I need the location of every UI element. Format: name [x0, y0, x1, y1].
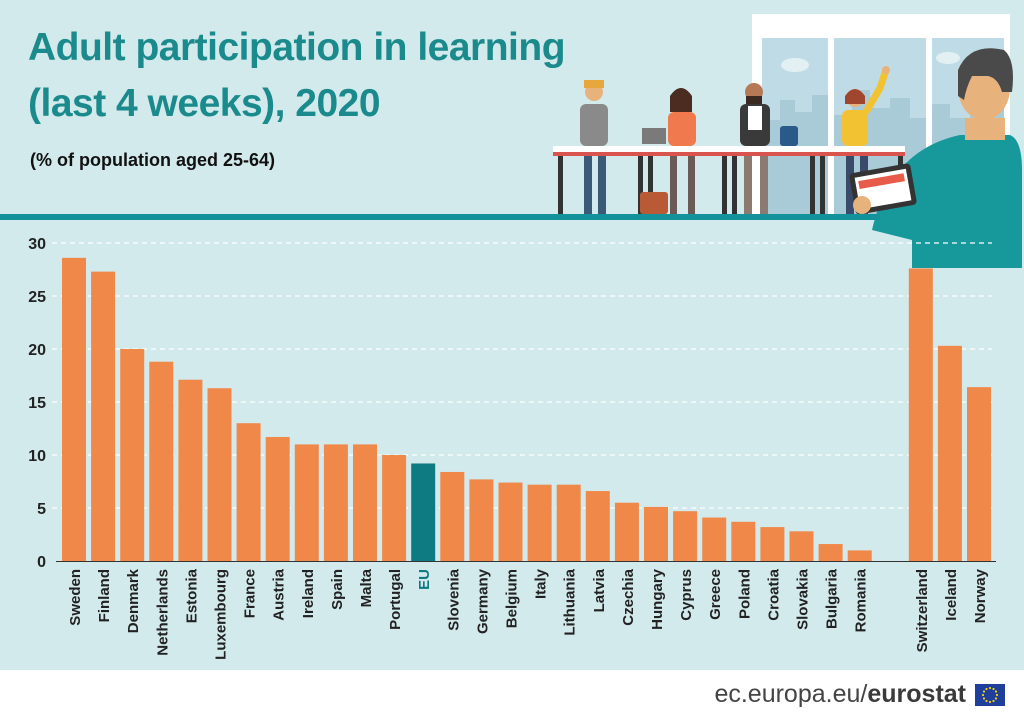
y-axis-ticks: 0 5 10 15 20 25 30 — [28, 236, 46, 571]
x-tick-label-denmark: Denmark — [125, 568, 142, 633]
x-tick-label-poland: Poland — [736, 569, 753, 619]
bar-italy — [527, 484, 552, 561]
bar-luxembourg — [207, 388, 232, 561]
x-tick-label-czechia: Czechia — [620, 568, 637, 625]
bar-croatia — [760, 527, 785, 561]
eu-flag-icon — [975, 684, 1005, 706]
footer-source[interactable]: ec.europa.eu/eurostat — [714, 680, 966, 709]
x-tick-label-slovakia: Slovakia — [795, 568, 812, 630]
x-tick-label-france: France — [242, 569, 259, 618]
bar-spain — [323, 444, 348, 561]
x-tick-label-slovenia: Slovenia — [445, 568, 462, 630]
bar-slovenia — [440, 471, 465, 561]
bar-iceland — [937, 345, 962, 561]
x-tick-label-portugal: Portugal — [387, 569, 404, 630]
x-tick-label-malta: Malta — [358, 568, 375, 607]
x-tick-label-bulgaria: Bulgaria — [824, 568, 841, 629]
footer-brand: eurostat — [867, 680, 966, 708]
title-divider — [0, 214, 880, 220]
x-tick-label-iceland: Iceland — [943, 569, 960, 621]
bar-sweden — [62, 257, 86, 561]
bars — [62, 257, 992, 561]
bar-latvia — [585, 491, 610, 561]
x-tick-label-croatia: Croatia — [765, 568, 782, 620]
bar-slovakia — [789, 531, 814, 561]
x-tick-label-italy: Italy — [533, 568, 550, 599]
y-tick-label: 0 — [37, 554, 46, 571]
classroom-illustration — [553, 14, 1022, 268]
chart-title-line1: Adult participation in learning — [28, 26, 566, 69]
bar-netherlands — [149, 361, 174, 561]
x-tick-label-cyprus: Cyprus — [678, 569, 695, 621]
x-tick-label-spain: Spain — [329, 569, 346, 610]
x-tick-label-belgium: Belgium — [504, 569, 521, 628]
bar-estonia — [178, 379, 203, 561]
y-tick-label: 20 — [28, 342, 46, 359]
y-tick-label: 30 — [28, 236, 46, 253]
x-tick-label-greece: Greece — [707, 569, 724, 620]
chart-title-line2: (last 4 weeks), 2020 — [28, 82, 381, 125]
footer-domain: ec.europa.eu/ — [714, 680, 868, 708]
x-tick-label-finland: Finland — [96, 569, 113, 622]
x-tick-label-eu: EU — [416, 569, 433, 590]
bar-malta — [353, 444, 377, 561]
x-tick-label-norway: Norway — [972, 568, 989, 623]
bar-portugal — [382, 455, 407, 561]
bar-romania — [847, 550, 872, 561]
x-tick-label-switzerland: Switzerland — [914, 569, 931, 652]
y-tick-label: 15 — [28, 395, 46, 412]
bar-hungary — [644, 506, 668, 561]
bar-germany — [469, 479, 494, 561]
x-tick-label-estonia: Estonia — [183, 568, 200, 623]
bar-norway — [967, 387, 992, 561]
bar-poland — [731, 521, 756, 561]
bar-ireland — [294, 444, 319, 561]
footer — [0, 670, 1024, 720]
chart-subtitle: (% of population aged 25-64) — [30, 150, 276, 170]
bar-eu — [411, 463, 436, 561]
bar-lithuania — [556, 484, 581, 561]
y-tick-label: 25 — [28, 289, 46, 306]
bar-greece — [702, 517, 727, 561]
x-tick-label-lithuania: Lithuania — [562, 568, 579, 635]
x-tick-label-austria: Austria — [271, 568, 288, 620]
bar-denmark — [120, 349, 145, 561]
x-tick-label-germany: Germany — [474, 568, 491, 634]
bar-czechia — [614, 502, 639, 561]
x-tick-label-sweden: Sweden — [67, 569, 84, 626]
y-tick-label: 5 — [37, 501, 46, 518]
bar-finland — [91, 271, 116, 561]
bar-switzerland — [908, 268, 933, 561]
bar-france — [236, 423, 261, 561]
x-axis-labels: Sweden Finland Denmark Netherlands Estonia Lu… — [67, 568, 989, 660]
x-tick-label-netherlands: Netherlands — [154, 569, 171, 656]
bar-cyprus — [673, 511, 698, 561]
y-tick-label: 10 — [28, 448, 46, 465]
bar-chart: 0 5 10 15 20 25 30 Sweden Finland Denmark Netherl… — [28, 236, 996, 660]
x-tick-label-hungary: Hungary — [649, 568, 666, 630]
bar-austria — [265, 436, 290, 561]
x-tick-label-romania: Romania — [853, 568, 870, 632]
x-tick-label-ireland: Ireland — [300, 569, 317, 618]
x-tick-label-luxembourg: Luxembourg — [213, 569, 230, 660]
bar-bulgaria — [818, 544, 843, 561]
x-tick-label-latvia: Latvia — [591, 568, 608, 612]
bar-belgium — [498, 482, 523, 561]
